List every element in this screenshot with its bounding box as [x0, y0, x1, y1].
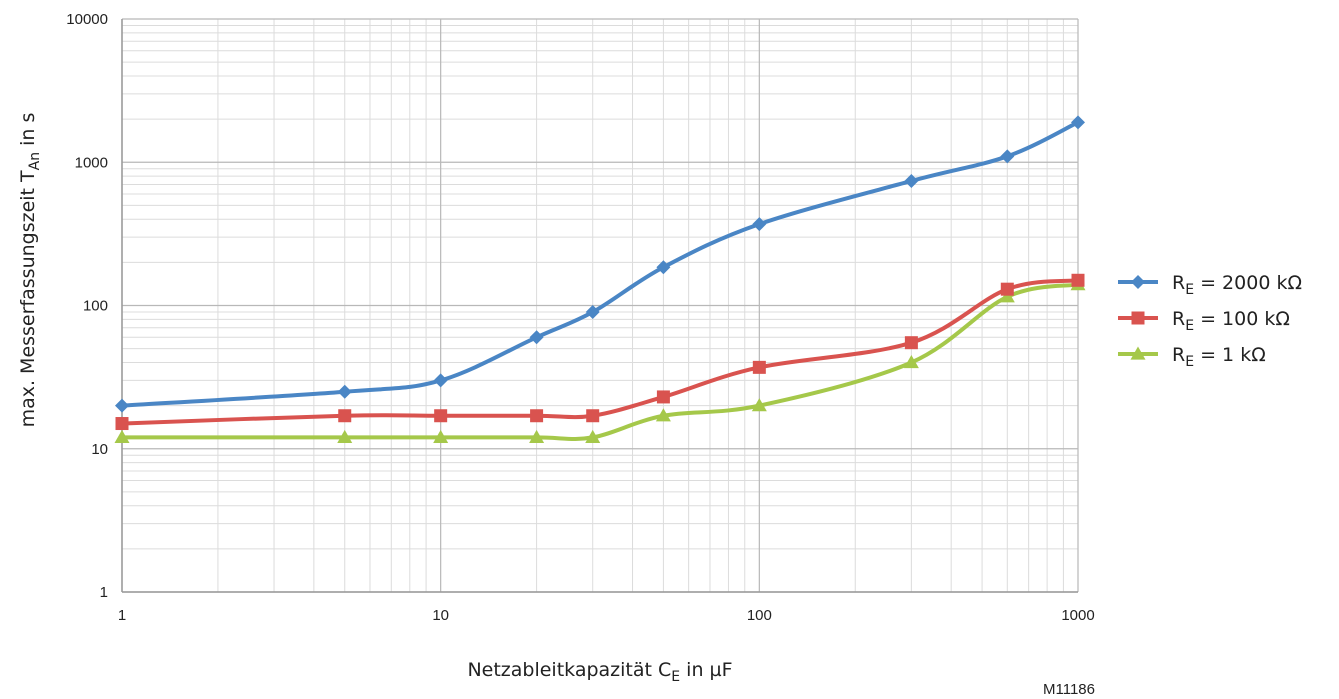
data-point	[530, 409, 544, 423]
y-tick-label: 10000	[66, 11, 108, 28]
series-line	[120, 120, 1080, 408]
data-point	[433, 429, 449, 444]
data-point	[904, 173, 919, 188]
data-point	[337, 384, 352, 399]
data-point	[655, 408, 671, 422]
legend-marker	[1131, 311, 1145, 325]
series-line	[120, 282, 1080, 441]
axes	[121, 19, 1078, 593]
data-point	[433, 373, 448, 388]
x-tick-labels: 1 10 100 1000	[118, 607, 1095, 624]
data-point	[903, 355, 919, 369]
legend-item: RE = 1 kΩ	[1118, 344, 1266, 370]
data-point	[115, 417, 129, 431]
data-point	[751, 398, 767, 412]
x-tick-label: 100	[747, 607, 772, 624]
data-point	[529, 429, 545, 444]
y-tick-label: 1	[100, 584, 108, 601]
legend-marker	[1131, 275, 1145, 289]
legend-label: RE = 1 kΩ	[1172, 344, 1266, 370]
figure-reference: M11186	[1043, 681, 1095, 698]
data-point	[586, 409, 600, 423]
legend-label: RE = 2000 kΩ	[1172, 272, 1302, 298]
legend-item: RE = 100 kΩ	[1118, 308, 1290, 334]
data-point	[115, 398, 129, 413]
series-layer	[114, 115, 1086, 444]
data-point	[1000, 282, 1014, 296]
data-point	[1071, 115, 1085, 130]
data-point	[999, 289, 1015, 303]
x-tick-label: 1000	[1061, 607, 1094, 624]
data-point	[585, 429, 601, 444]
y-tick-label: 100	[83, 298, 108, 315]
legend: RE = 2000 kΩ RE = 100 kΩ RE = 1 kΩ	[1118, 272, 1302, 370]
x-tick-label: 1	[118, 607, 126, 624]
legend-marker	[1130, 346, 1146, 360]
y-axis-title: max. Messerfassungszeit TAn in s	[17, 113, 43, 428]
x-tick-label: 10	[432, 607, 449, 624]
data-point	[337, 429, 353, 444]
data-point	[656, 390, 670, 404]
series-square	[115, 273, 1085, 431]
legend-item: RE = 2000 kΩ	[1118, 272, 1302, 298]
data-point	[752, 217, 767, 232]
data-point	[338, 409, 352, 423]
data-point	[585, 305, 600, 320]
y-tick-label: 1000	[75, 154, 108, 171]
data-point	[529, 330, 544, 345]
data-point	[904, 336, 918, 350]
x-axis-title: Netzableitkapazität CE in µF	[467, 659, 732, 685]
data-point	[1071, 273, 1085, 287]
data-point	[1000, 149, 1015, 164]
series-diamond	[115, 115, 1085, 413]
data-point	[114, 429, 130, 444]
data-point	[752, 360, 766, 374]
data-point	[656, 260, 671, 275]
y-tick-label: 10	[91, 441, 108, 458]
y-tick-labels: 1 10 100 1000 10000	[66, 11, 108, 601]
data-point	[434, 409, 448, 423]
series-triangle	[114, 277, 1086, 444]
series-line	[120, 278, 1080, 426]
legend-label: RE = 100 kΩ	[1172, 308, 1290, 334]
